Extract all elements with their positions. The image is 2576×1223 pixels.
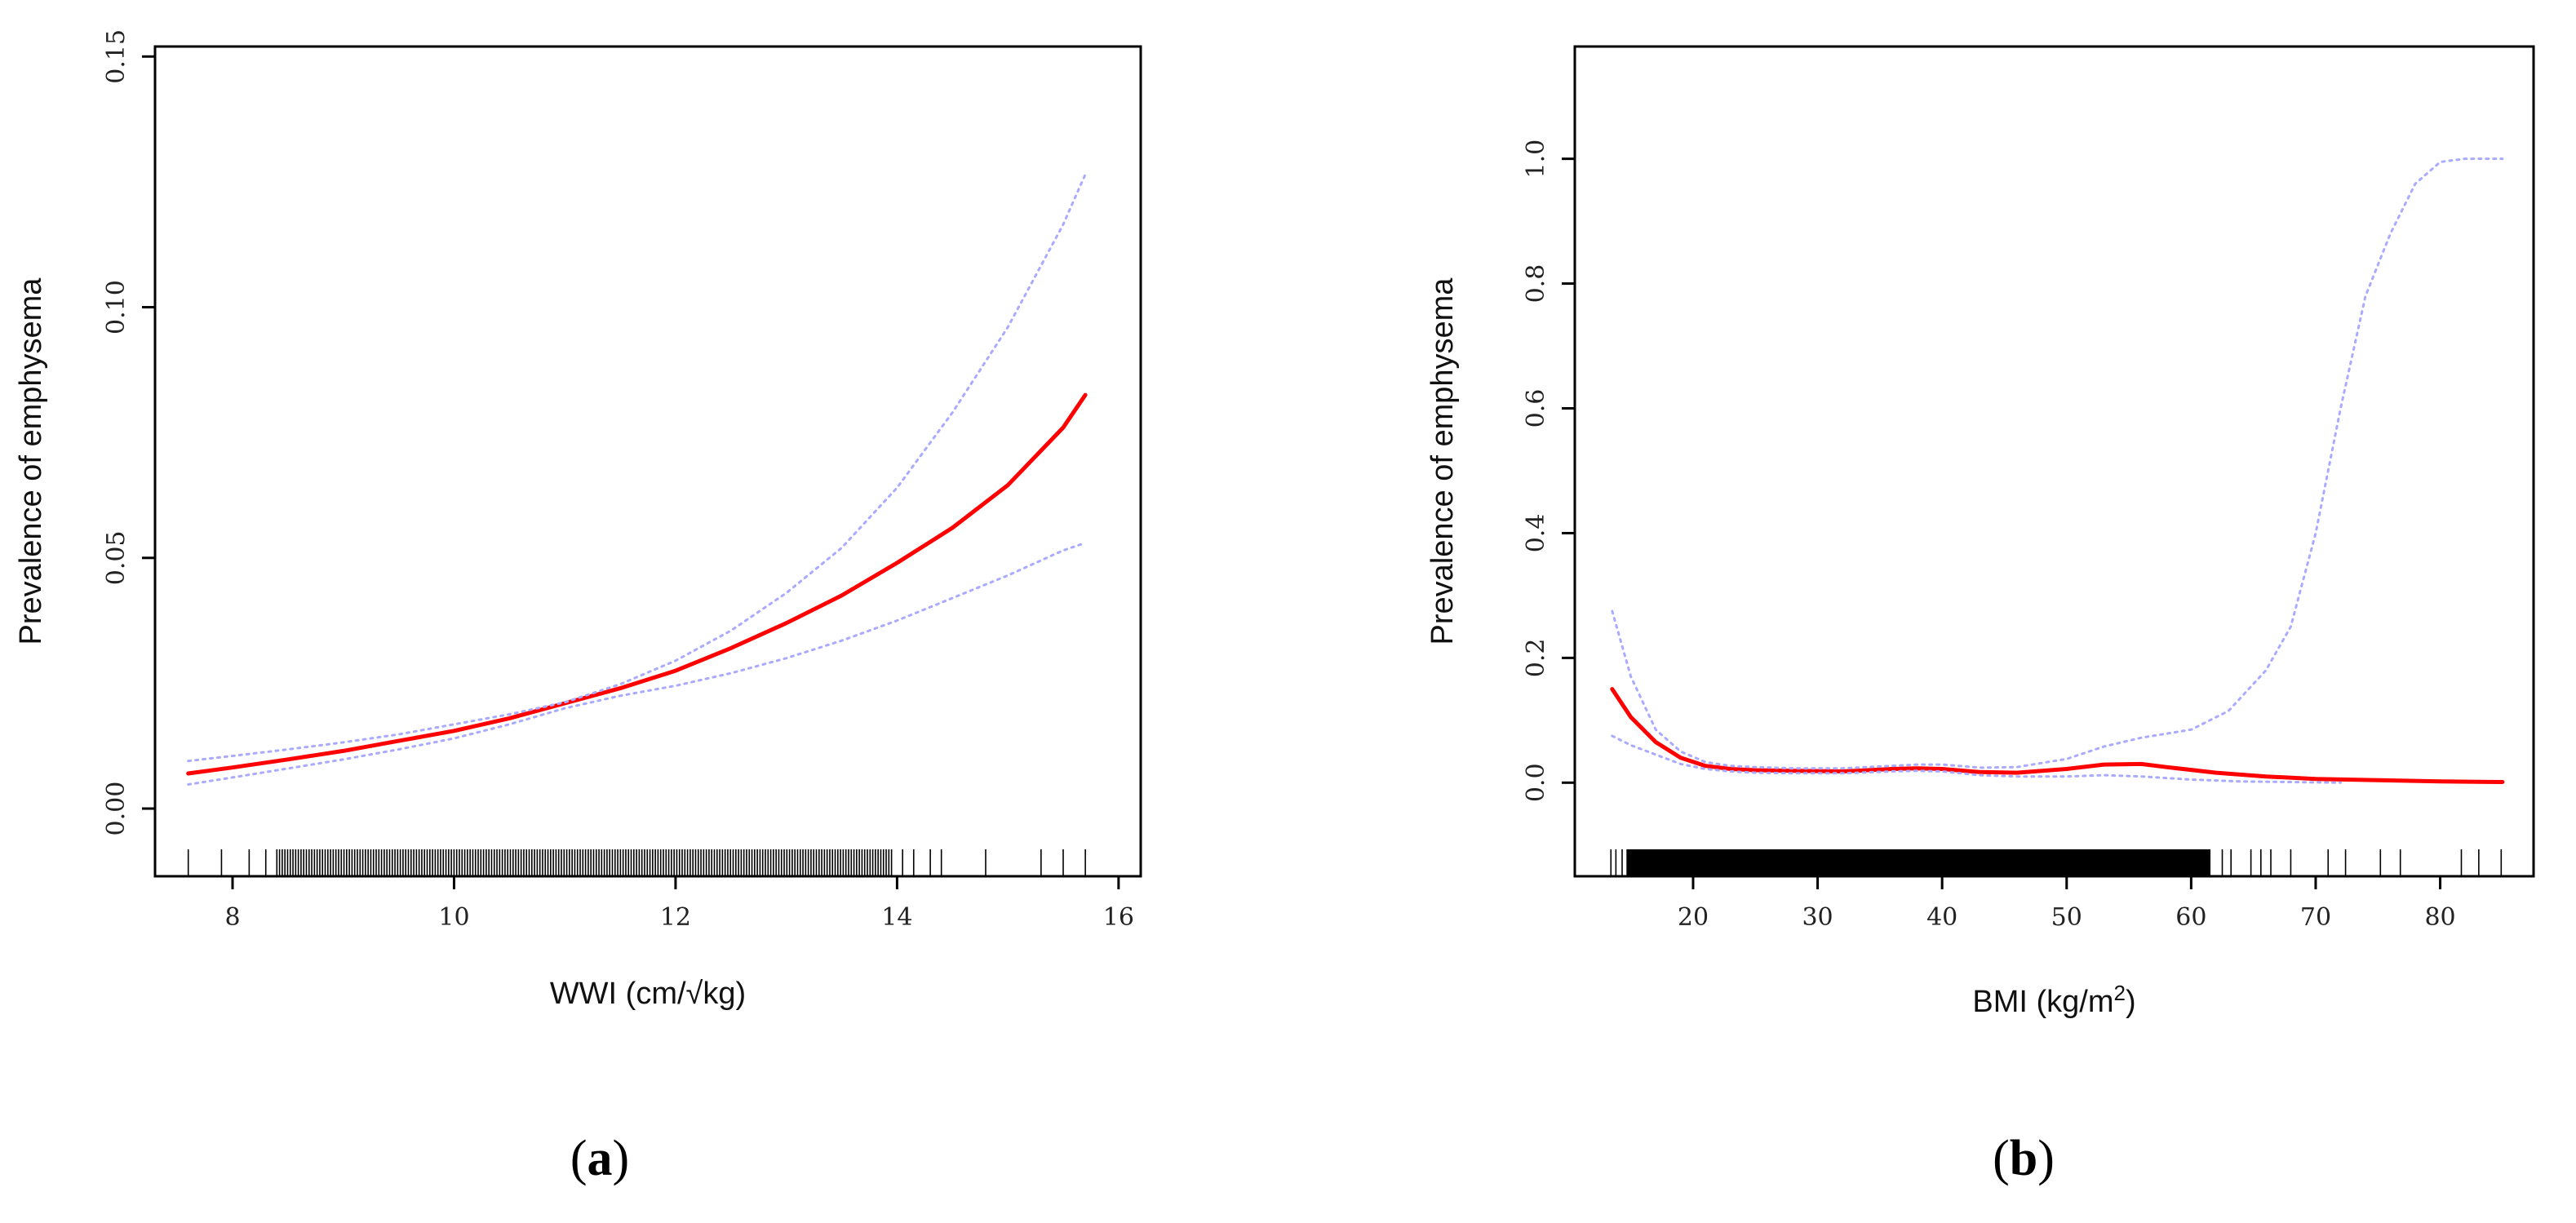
panel-a-plot: 8 10 12 14 16 0.00 0.05 0.10 0.15 WWI (cm/√kg) Pre…	[14, 29, 1142, 1186]
x-tick-label: 16	[1103, 903, 1134, 932]
y-tick-label: 0.4	[1522, 514, 1550, 553]
x-axis-title: WWI (cm/√kg)	[550, 977, 746, 1011]
x-axis-title-end: )	[2126, 985, 2136, 1019]
x-axis-title-superscript: 2	[2114, 981, 2126, 1005]
series-line-lower-ci	[187, 541, 1087, 786]
y-axis-title: Prevalence of emphysema	[14, 277, 48, 645]
y-tick-label: 0.6	[1522, 389, 1550, 428]
y-tick-label: 0.10	[102, 280, 131, 335]
series-line-lower-ci	[1611, 734, 2342, 784]
x-tick-label: 50	[2051, 903, 2082, 932]
panel-label-letter: b	[2010, 1131, 2037, 1186]
panel-label-open-paren: (	[1993, 1131, 2010, 1186]
rug	[1610, 849, 2503, 876]
y-tick-label: 0.15	[102, 29, 131, 84]
rug	[187, 849, 1086, 876]
panel-label-open-paren: (	[570, 1131, 587, 1186]
panel-label: (a)	[570, 1131, 629, 1186]
y-tick-label: 1.0	[1522, 140, 1550, 179]
y-tick-label: 0.8	[1522, 264, 1550, 304]
panel-b-plot: 20 30 40 50 60 70 80 0.0 0.2 0.4 0.6 0.8 1.0 BMI (kg/…	[1425, 45, 2535, 1186]
x-axis-title: BMI (kg/m2)	[1972, 981, 2135, 1019]
panel-label: (b)	[1993, 1131, 2055, 1186]
x-tick-label: 60	[2175, 903, 2206, 932]
series-line-estimate	[186, 392, 1088, 776]
x-tick-label: 20	[1678, 903, 1709, 932]
series-line-upper-ci	[187, 173, 1087, 763]
x-tick-label: 80	[2424, 903, 2455, 932]
series-line-estimate	[1610, 687, 2505, 784]
x-tick-label: 40	[1926, 903, 1957, 932]
series-line-upper-ci	[1611, 157, 2504, 770]
x-tick-label: 12	[660, 903, 691, 932]
panel-label-letter: a	[587, 1131, 613, 1186]
plot-frame	[153, 45, 1142, 878]
panel-label-close-paren: )	[2037, 1131, 2055, 1186]
y-tick-label: 0.05	[102, 530, 131, 585]
x-tick-label: 8	[224, 903, 240, 932]
x-tick-label: 70	[2300, 903, 2331, 932]
panel-label-close-paren: )	[613, 1131, 630, 1186]
y-axis-title: Prevalence of emphysema	[1425, 277, 1460, 645]
x-tick-label: 30	[1802, 903, 1833, 932]
x-tick-label: 10	[438, 903, 469, 932]
x-tick-label: 14	[881, 903, 912, 932]
x-axis-title-main: BMI (kg/m	[1972, 985, 2113, 1019]
plot-frame	[1573, 45, 2535, 878]
y-tick-label: 0.00	[102, 782, 131, 836]
y-tick-label: 0.0	[1522, 763, 1550, 802]
y-tick-label: 0.2	[1522, 639, 1550, 678]
